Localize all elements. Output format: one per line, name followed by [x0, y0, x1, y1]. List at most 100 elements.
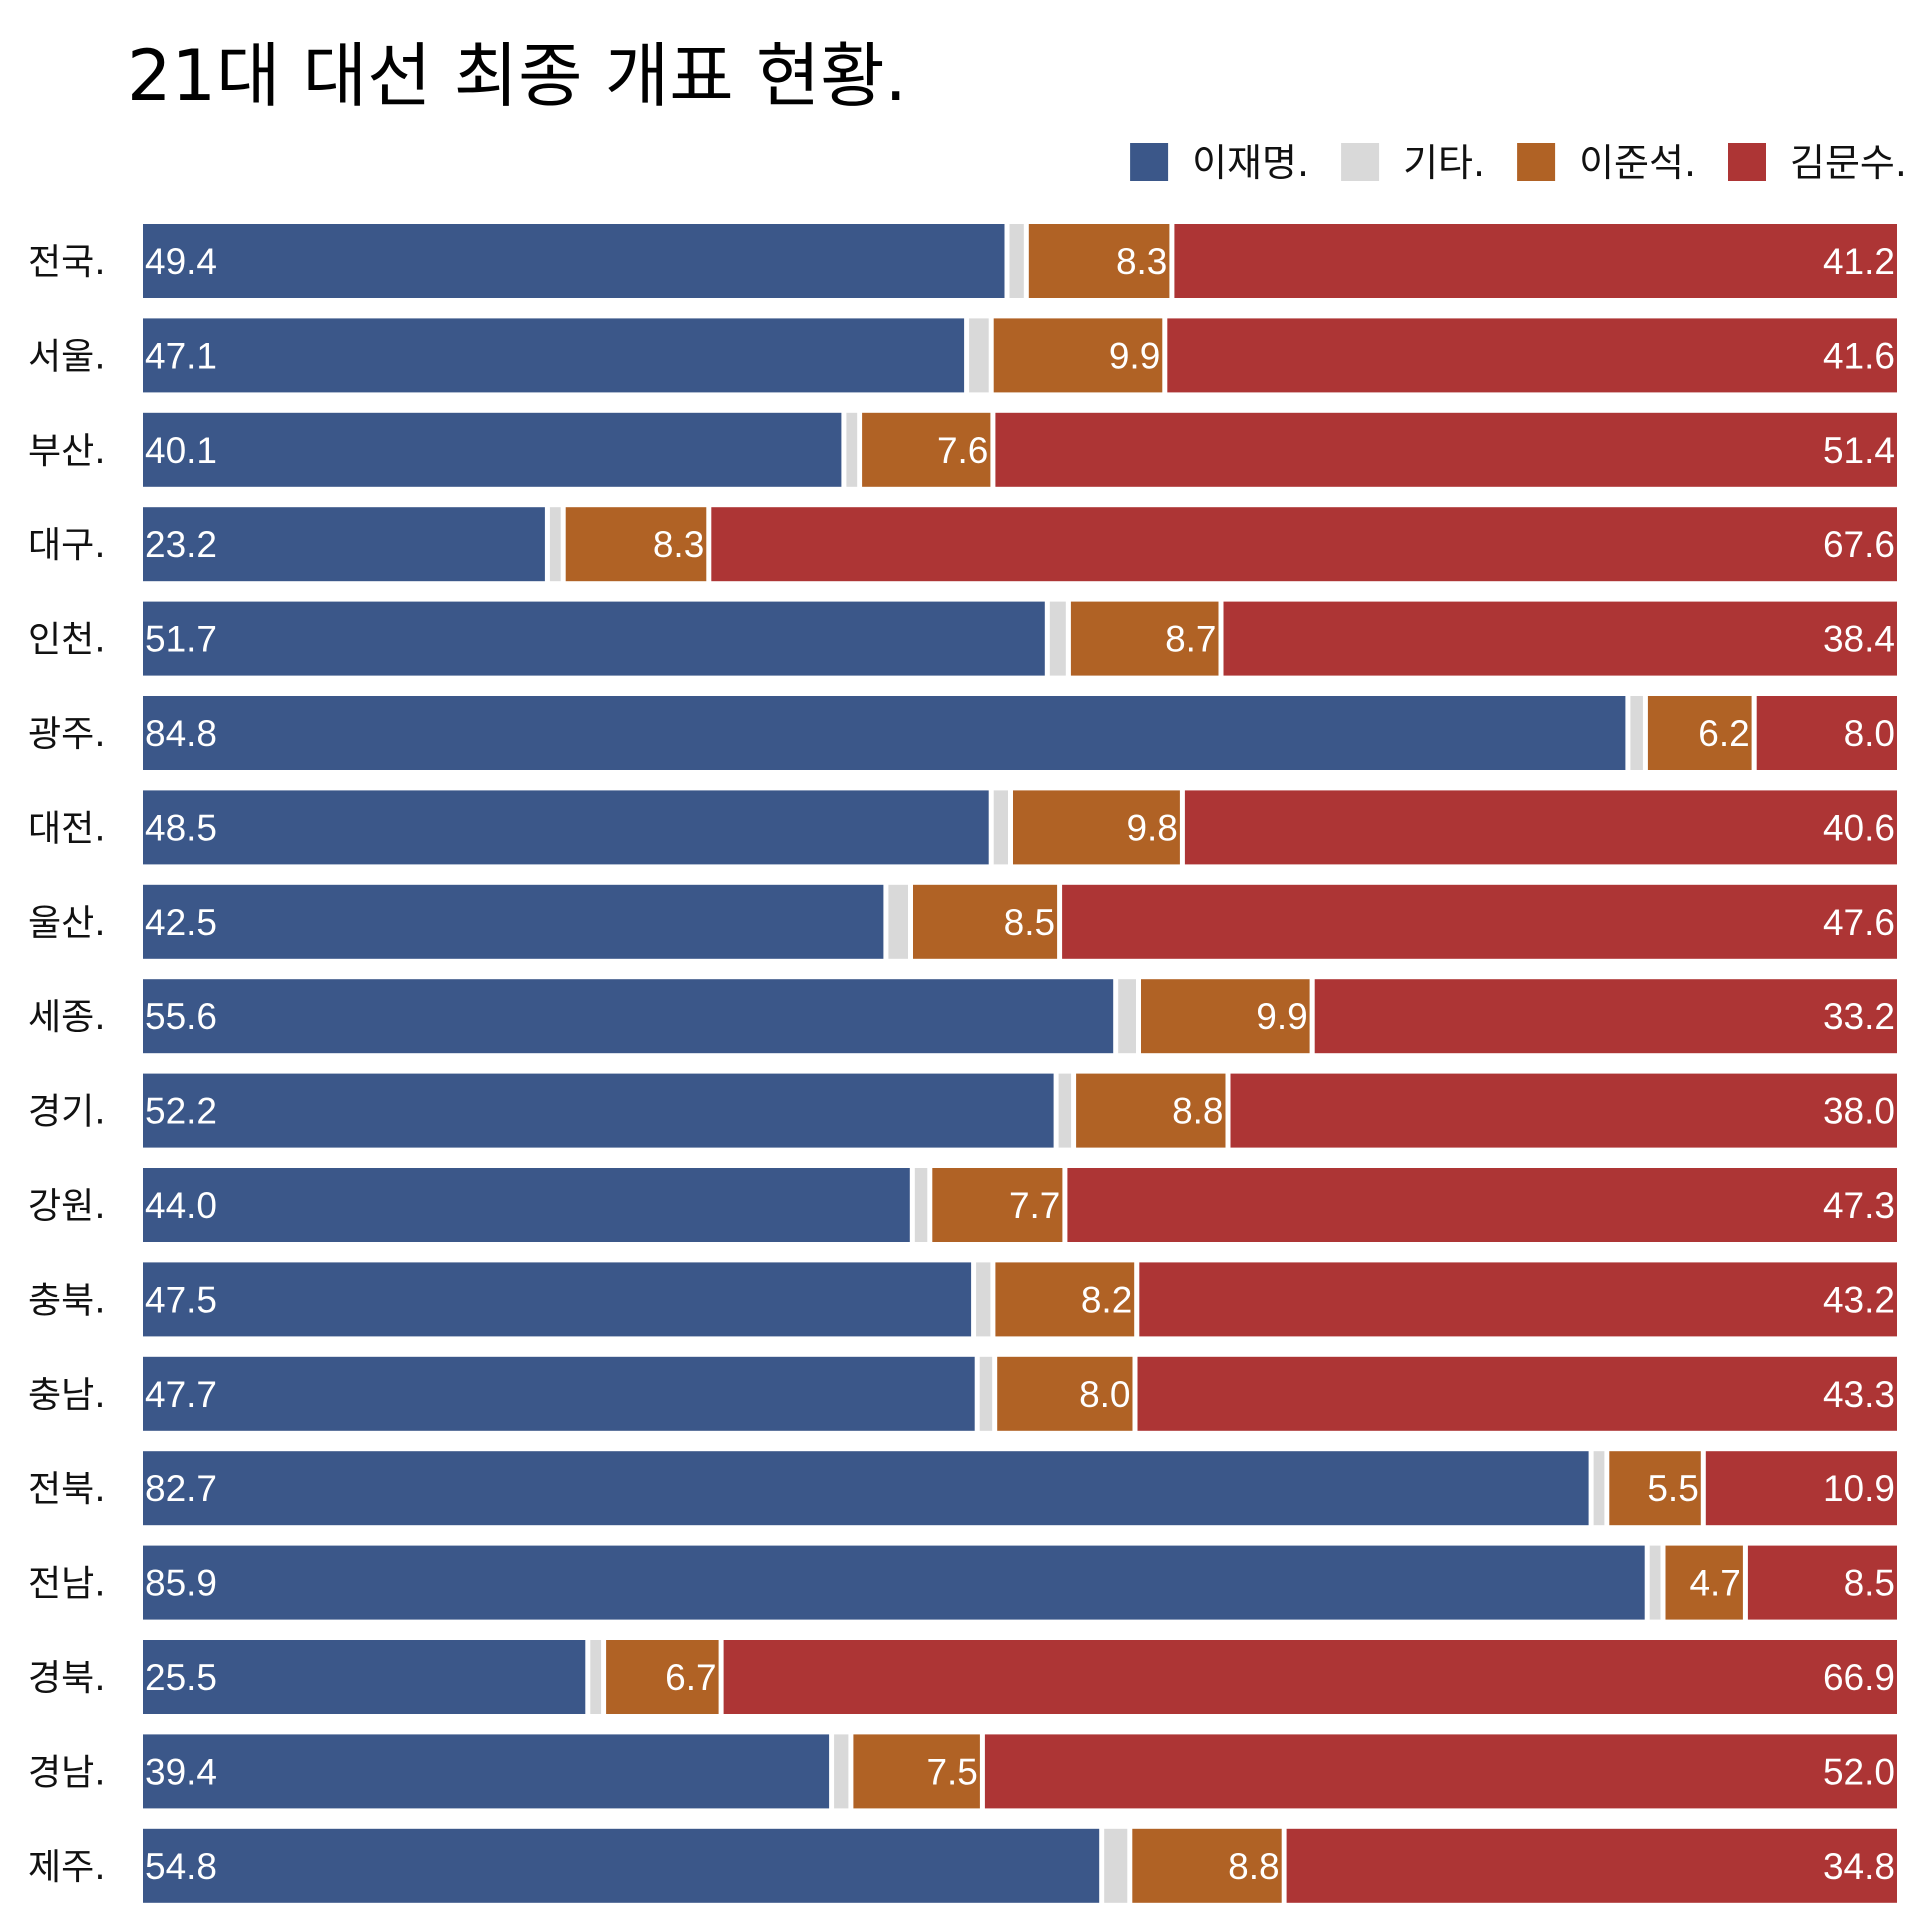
data-label-김문수: 8.0 [1844, 713, 1895, 754]
bar-segment-이준석 [932, 1168, 1063, 1242]
bar-segment-기타 [979, 1356, 993, 1431]
bar-segment-김문수 [723, 1640, 1897, 1714]
data-label-이준석: 5.5 [1647, 1468, 1698, 1509]
category-label-대구: 대구. [28, 525, 106, 566]
data-label-김문수: 34.8 [1823, 1846, 1895, 1887]
data-label-이준석: 9.9 [1256, 996, 1307, 1037]
category-label-대전: 대전. [28, 808, 106, 849]
bar-segment-이재명 [143, 979, 1114, 1054]
bar-segment-이재명 [143, 1545, 1645, 1620]
data-label-이재명: 47.5 [145, 1279, 217, 1320]
bar-segment-이재명 [143, 318, 965, 393]
bar-segment-김문수 [1184, 790, 1897, 865]
bar-row: 전국. 49.4 8.3 41.2 [28, 224, 1897, 298]
data-label-이재명: 49.4 [145, 241, 217, 282]
data-label-김문수: 38.0 [1823, 1091, 1895, 1132]
data-label-이재명: 48.5 [145, 807, 217, 848]
bar-segment-이준석 [913, 884, 1058, 959]
bar-segment-기타 [834, 1734, 849, 1809]
data-label-이준석: 7.7 [1009, 1185, 1060, 1226]
bar-segment-기타 [846, 412, 858, 487]
data-label-김문수: 43.2 [1823, 1279, 1895, 1320]
category-label-전북: 전북. [28, 1469, 106, 1510]
bar-segment-이준석 [1076, 1073, 1226, 1148]
bar-segment-김문수 [1705, 1451, 1897, 1526]
data-label-이준석: 8.7 [1165, 619, 1216, 660]
data-label-이재명: 40.1 [145, 430, 217, 471]
bar-segment-김문수 [995, 412, 1897, 487]
bar-segment-이준석 [993, 318, 1163, 393]
bar-segment-이준석 [606, 1640, 719, 1714]
legend-label-이준석: 이준석. [1579, 141, 1696, 185]
bar-segment-김문수 [1067, 1168, 1897, 1242]
bar-segment-기타 [1009, 224, 1024, 298]
category-label-경기: 경기. [28, 1092, 106, 1133]
category-label-강원: 강원. [28, 1186, 106, 1227]
category-label-충남: 충남. [28, 1375, 106, 1416]
chart-title: 21대 대선 최종 개표 현황. [127, 35, 907, 117]
bar-segment-김문수 [1230, 1073, 1897, 1148]
bar-segment-기타 [1593, 1451, 1605, 1526]
bar-segment-김문수 [711, 507, 1897, 582]
data-label-이준석: 8.5 [1004, 902, 1055, 943]
data-label-김문수: 52.0 [1823, 1751, 1895, 1792]
bar-segment-이재명 [143, 224, 1005, 298]
data-label-이재명: 55.6 [145, 996, 217, 1037]
category-label-광주: 광주. [28, 714, 106, 755]
data-label-이재명: 54.8 [145, 1846, 217, 1887]
bar-segment-기타 [1118, 979, 1136, 1054]
bar-segment-이준석 [1028, 224, 1170, 298]
data-label-김문수: 41.6 [1823, 335, 1895, 376]
bar-segment-김문수 [1286, 1828, 1897, 1903]
bar-row: 세종. 55.6 9.9 33.2 [28, 979, 1897, 1054]
bar-segment-기타 [1649, 1545, 1661, 1620]
bar-segment-김문수 [1756, 696, 1897, 770]
data-label-이준석: 4.7 [1689, 1563, 1740, 1604]
bar-segment-기타 [993, 790, 1008, 865]
data-label-김문수: 33.2 [1823, 996, 1895, 1037]
bar-segment-기타 [1104, 1828, 1128, 1903]
category-label-울산: 울산. [28, 903, 106, 944]
data-label-이재명: 25.5 [145, 1657, 217, 1698]
bar-segment-이재명 [143, 1828, 1100, 1903]
bar-row: 전남. 85.9 4.7 8.5 [28, 1545, 1897, 1620]
bar-segment-기타 [1058, 1073, 1072, 1148]
category-label-전국: 전국. [28, 242, 106, 283]
chart-rows: 전국. 49.4 8.3 41.2 서울. 47.1 9.9 41.6 부산. 40.1 7.6 51… [28, 224, 1897, 1903]
bar-segment-이재명 [143, 790, 989, 865]
legend-label-김문수: 김문수. [1790, 141, 1907, 185]
bar-segment-김문수 [1223, 601, 1897, 676]
bar-row: 제주. 54.8 8.8 34.8 [28, 1828, 1897, 1903]
data-label-김문수: 51.4 [1823, 430, 1895, 471]
data-label-이준석: 6.7 [665, 1657, 716, 1698]
bar-segment-기타 [590, 1640, 602, 1714]
data-label-이준석: 8.3 [1116, 241, 1167, 282]
category-label-전남: 전남. [28, 1564, 106, 1605]
data-label-이준석: 8.8 [1172, 1091, 1223, 1132]
data-label-김문수: 67.6 [1823, 524, 1895, 565]
bar-segment-기타 [969, 318, 989, 393]
data-label-이재명: 51.7 [145, 619, 217, 660]
data-label-김문수: 10.9 [1823, 1468, 1895, 1509]
bar-row: 인천. 51.7 8.7 38.4 [28, 601, 1897, 676]
bar-segment-이재명 [143, 507, 545, 582]
category-label-경북: 경북. [28, 1658, 106, 1699]
data-label-이준석: 8.8 [1228, 1846, 1279, 1887]
data-label-김문수: 41.2 [1823, 241, 1895, 282]
bar-segment-이준석 [565, 507, 707, 582]
data-label-김문수: 8.5 [1844, 1563, 1895, 1604]
data-label-이준석: 7.5 [926, 1751, 977, 1792]
bar-segment-김문수 [984, 1734, 1897, 1809]
bar-segment-기타 [888, 884, 908, 959]
data-label-김문수: 66.9 [1823, 1657, 1895, 1698]
data-label-이재명: 23.2 [145, 524, 217, 565]
data-label-김문수: 43.3 [1823, 1374, 1895, 1415]
category-label-충북: 충북. [28, 1280, 106, 1321]
bar-segment-김문수 [1137, 1356, 1897, 1431]
data-label-김문수: 38.4 [1823, 619, 1895, 660]
bar-segment-이재명 [143, 1262, 972, 1337]
data-label-이재명: 85.9 [145, 1563, 217, 1604]
bar-segment-이재명 [143, 1073, 1054, 1148]
bar-row: 경기. 52.2 8.8 38.0 [28, 1073, 1897, 1148]
bar-segment-기타 [1630, 696, 1643, 770]
